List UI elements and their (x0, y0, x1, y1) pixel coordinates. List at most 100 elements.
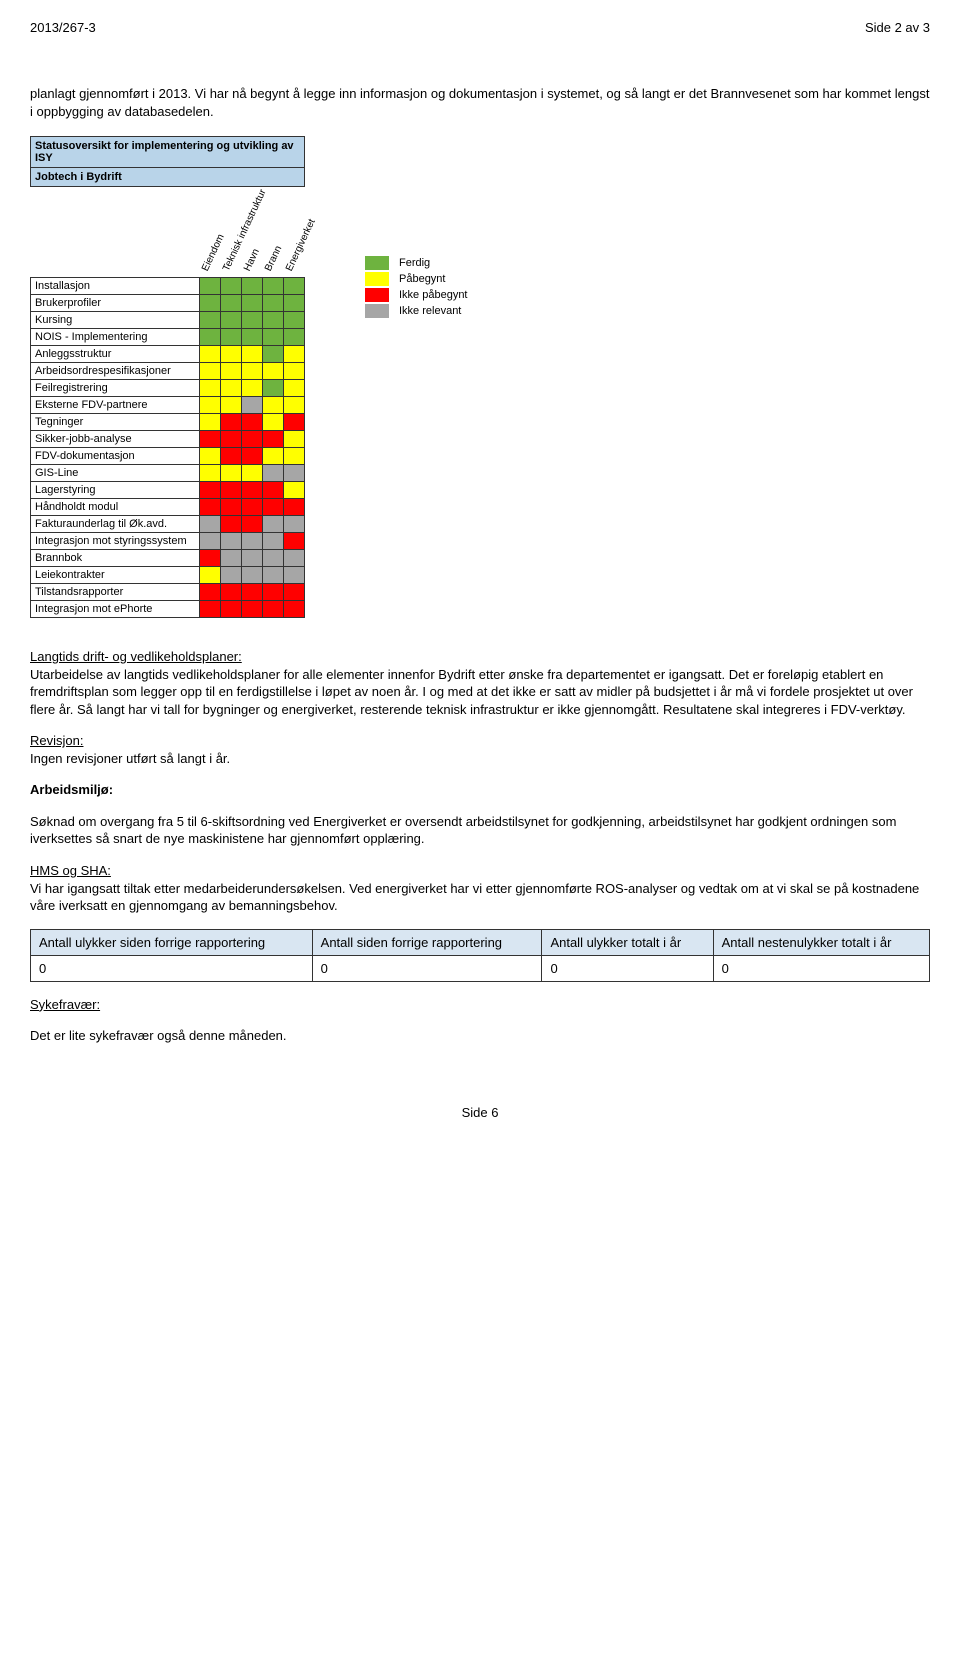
status-cell (200, 329, 221, 346)
status-cell (242, 397, 263, 414)
status-cell (284, 329, 305, 346)
status-row-label: Anleggsstruktur (31, 346, 200, 363)
status-cell (263, 601, 284, 618)
status-row: FDV-dokumentasjon (31, 448, 305, 465)
status-cell (284, 550, 305, 567)
status-row-label: Håndholdt modul (31, 499, 200, 516)
status-row: GIS-Line (31, 465, 305, 482)
status-column-headers: EiendomTeknisk infrastrukturHavnBrannEne… (31, 187, 305, 278)
incident-v1: 0 (312, 955, 542, 981)
langtids-heading: Langtids drift- og vedlikeholdsplaner: (30, 649, 242, 664)
status-cell (200, 584, 221, 601)
status-cell (242, 482, 263, 499)
header-right: Side 2 av 3 (865, 20, 930, 35)
sykefravaer-body: Det er lite sykefravær også denne månede… (30, 1027, 930, 1045)
legend-label: Påbegynt (399, 273, 445, 285)
status-cell (263, 397, 284, 414)
incident-h0: Antall ulykker siden forrige rapporterin… (31, 929, 313, 955)
status-row-label: Brannbok (31, 550, 200, 567)
status-cell (200, 380, 221, 397)
status-cell (242, 533, 263, 550)
status-cell (263, 329, 284, 346)
status-cell (200, 346, 221, 363)
status-row-label: Tegninger (31, 414, 200, 431)
status-cell (221, 363, 242, 380)
incident-v0: 0 (31, 955, 313, 981)
status-cell (284, 499, 305, 516)
status-cell (221, 499, 242, 516)
status-cell (200, 414, 221, 431)
status-row: Integrasjon mot ePhorte (31, 601, 305, 618)
status-cell (284, 448, 305, 465)
status-cell (284, 431, 305, 448)
section-revisjon: Revisjon: Ingen revisjoner utført så lan… (30, 732, 930, 767)
status-cell (221, 346, 242, 363)
status-cell (263, 465, 284, 482)
legend-swatch (365, 272, 389, 286)
status-cell (221, 567, 242, 584)
status-row: Brukerprofiler (31, 295, 305, 312)
status-cell (263, 380, 284, 397)
status-cell (263, 550, 284, 567)
status-cell (284, 312, 305, 329)
legend-swatch (365, 256, 389, 270)
status-cell (200, 499, 221, 516)
status-cell (263, 312, 284, 329)
status-cell (221, 448, 242, 465)
status-col-header: Teknisk infrastruktur (221, 187, 242, 278)
status-col-header: Havn (242, 187, 263, 278)
status-cell (263, 278, 284, 295)
legend-row: Ikke relevant (365, 304, 468, 318)
incident-h3: Antall nestenulykker totalt i år (713, 929, 929, 955)
status-cell (242, 465, 263, 482)
status-row: Tegninger (31, 414, 305, 431)
status-cell (263, 346, 284, 363)
status-cell (200, 312, 221, 329)
status-cell (263, 584, 284, 601)
page-header: 2013/267-3 Side 2 av 3 (30, 20, 930, 35)
status-cell (221, 397, 242, 414)
status-row-label: Lagerstyring (31, 482, 200, 499)
status-legend: Ferdig Påbegynt Ikke påbegynt Ikke relevant (365, 256, 468, 320)
status-cell (242, 295, 263, 312)
status-cell (284, 465, 305, 482)
status-row: Feilregistrering (31, 380, 305, 397)
status-cell (284, 346, 305, 363)
status-cell (200, 448, 221, 465)
status-cell (263, 295, 284, 312)
status-row: Fakturaunderlag til Øk.avd. (31, 516, 305, 533)
status-cell (263, 414, 284, 431)
status-row: Lagerstyring (31, 482, 305, 499)
status-row: Tilstandsrapporter (31, 584, 305, 601)
status-cell (200, 363, 221, 380)
status-cell (221, 465, 242, 482)
incident-h1: Antall siden forrige rapportering (312, 929, 542, 955)
legend-swatch (365, 304, 389, 318)
arbeidsmiljo-heading: Arbeidsmiljø: (30, 781, 930, 799)
langtids-body: Utarbeidelse av langtids vedlikeholdspla… (30, 667, 913, 717)
status-row-label: Arbeidsordrespesifikasjoner (31, 363, 200, 380)
status-row-label: Integrasjon mot ePhorte (31, 601, 200, 618)
status-cell (242, 499, 263, 516)
status-row: Brannbok (31, 550, 305, 567)
status-row-label: Tilstandsrapporter (31, 584, 200, 601)
page-footer: Side 6 (30, 1105, 930, 1120)
status-cell (242, 567, 263, 584)
status-row: Eksterne FDV-partnere (31, 397, 305, 414)
status-cell (221, 278, 242, 295)
status-cell (221, 295, 242, 312)
intro-paragraph: planlagt gjennomført i 2013. Vi har nå b… (30, 85, 930, 120)
status-row-label: Brukerprofiler (31, 295, 200, 312)
legend-row: Ikke påbegynt (365, 288, 468, 302)
status-row: Integrasjon mot styringssystem (31, 533, 305, 550)
status-cell (263, 533, 284, 550)
status-cell (200, 397, 221, 414)
status-row: Installasjon (31, 278, 305, 295)
status-cell (242, 601, 263, 618)
status-cell (242, 431, 263, 448)
legend-label: Ferdig (399, 257, 430, 269)
status-title-1: Statusoversikt for implementering og utv… (31, 137, 305, 168)
status-cell (200, 295, 221, 312)
status-cell (284, 516, 305, 533)
status-cell (284, 601, 305, 618)
